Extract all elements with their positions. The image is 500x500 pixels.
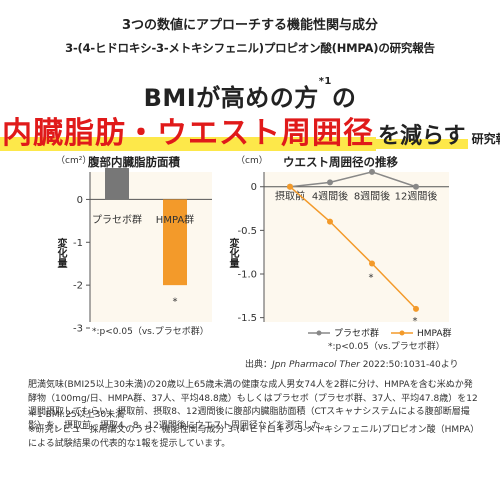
source-detail: 2022:50:1031-40より <box>359 360 459 370</box>
headline-part1: BMIが高めの方 <box>143 84 319 112</box>
line-chart-tick-label: -0.5 <box>237 226 257 237</box>
bar-chart-tick-label: 0 <box>77 195 83 206</box>
bar-hmpa <box>163 199 187 286</box>
bar-chart-tick-label: -2 <box>73 281 83 292</box>
line-chart-legend: プラセボ群 HMPA群 <box>308 326 452 339</box>
line-point-hmpa <box>369 260 375 267</box>
line-chart-tick-label: 0 <box>251 182 257 193</box>
bar-chart-tick-label: -1 <box>73 238 83 249</box>
line-chart-ylabel: 変化量 <box>227 238 238 268</box>
bar-chart-title: 腹部内臓脂肪面積 <box>88 155 180 169</box>
headline-highlight: 内臓脂肪・ウエスト周囲径 <box>0 116 376 151</box>
bmi-footnote: ＊1 BMI:25以上30未満 <box>28 410 125 420</box>
headline-tail: 研究報告 <box>471 132 500 146</box>
source-label: 出典： <box>245 360 273 370</box>
line-chart-note: *:p<0.05（vs.プラセボ群） <box>328 342 445 352</box>
line-point-placebo <box>327 179 333 186</box>
line-series-placebo <box>289 171 417 188</box>
bar-chart-ylabel: 変化量 <box>55 238 66 268</box>
source-journal: Jpn Pharmacol Ther <box>272 360 360 370</box>
headline-bottom: 内臓脂肪・ウエスト周囲径を減らす研究報告 <box>0 108 500 152</box>
bar-significance-mark: * <box>173 296 178 307</box>
line-chart-unit: （cm） <box>236 156 268 166</box>
line-chart-title: ウエスト周囲径の推移 <box>283 155 398 169</box>
headline-part1-end: の <box>331 84 357 112</box>
line-significance-mark: * <box>369 273 374 284</box>
line-chart-x-label: 8週間後 <box>354 190 390 203</box>
line-point-placebo <box>369 168 375 175</box>
bar-chart-note: *:p<0.05（vs.プラセボ群） <box>92 327 209 337</box>
headline-footnote-mark: *1 <box>318 76 332 87</box>
line-point-hmpa <box>327 218 333 225</box>
line-chart-tick-label: -1.0 <box>237 270 257 281</box>
header-title: 3-(4-ヒドロキシ-3-メトキシフェニル)プロピオン酸(HMPA)の研究報告 <box>65 41 435 55</box>
line-point-hmpa <box>413 305 419 312</box>
headline-top: BMIが高めの方*1の <box>0 76 500 113</box>
line-chart-x-label: 12週間後 <box>395 190 438 203</box>
line-chart-x-label: 4週間後 <box>312 190 348 203</box>
bar-chart-tick-label: -3 <box>73 324 83 334</box>
bar-chart-unit: （cm²） <box>56 156 92 166</box>
bar-label-hmpa: HMPA群 <box>156 213 194 226</box>
line-chart-tick-label: -1.5 <box>237 313 257 324</box>
legend-hmpa-label: HMPA群 <box>417 329 452 339</box>
headline-suffix: を減らす <box>376 124 468 149</box>
source-citation: 出典：Jpn Pharmacol Ther 2022:50:1031-40より <box>245 357 459 370</box>
legend-hmpa-swatch <box>391 330 414 335</box>
line-chart-panel <box>264 172 449 322</box>
bar-placebo <box>105 168 129 200</box>
line-series-hmpa <box>289 186 417 310</box>
study-description: 肥満気味(BMI25以上30未満)の20歳以上65歳未満の健康な成人男女74人を… <box>28 380 478 431</box>
line-point-placebo <box>413 183 419 190</box>
legend-placebo-label: プラセボ群 <box>334 329 380 339</box>
line-point-hmpa <box>287 183 293 190</box>
legend-placebo-swatch <box>308 330 330 335</box>
bar-label-placebo: プラセボ群 <box>92 213 142 226</box>
line-significance-mark: * <box>413 316 418 327</box>
review-footnote: ※研究レビュー採用論文のうち、機能性関与成分 3-(4-ヒドロキシ-3-メトキシ… <box>28 425 475 449</box>
bar-chart: 0 -1 -2 -3 プラセボ群 HMPA群 * <box>73 168 212 334</box>
header-subtitle: 3つの数値にアプローチする機能性関与成分 <box>121 18 379 33</box>
